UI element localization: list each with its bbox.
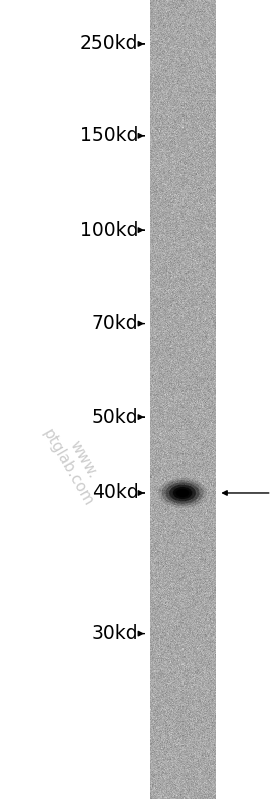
Ellipse shape (162, 480, 203, 506)
Text: 40kd: 40kd (92, 483, 139, 503)
Bar (150, 0, 216, 799)
Text: 70kd: 70kd (92, 314, 139, 333)
Ellipse shape (176, 489, 189, 497)
Text: 30kd: 30kd (92, 624, 139, 643)
Ellipse shape (169, 485, 196, 501)
Text: 100kd: 100kd (80, 221, 139, 240)
Text: 50kd: 50kd (92, 407, 139, 427)
Ellipse shape (173, 487, 192, 499)
Ellipse shape (165, 483, 200, 503)
Ellipse shape (178, 491, 187, 495)
Text: 150kd: 150kd (80, 126, 139, 145)
Text: www.
ptglab.com: www. ptglab.com (40, 418, 111, 509)
Text: 250kd: 250kd (80, 34, 139, 54)
Ellipse shape (158, 478, 207, 508)
